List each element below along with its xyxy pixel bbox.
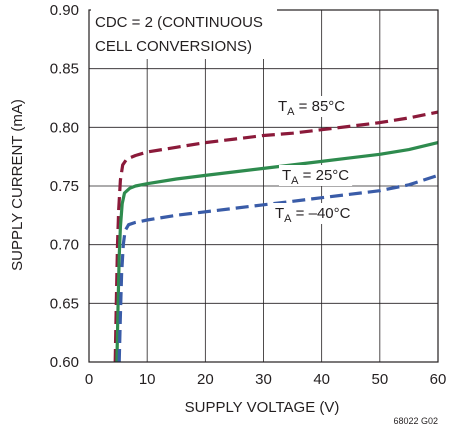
y-tick-label: 0.85 (50, 61, 79, 78)
series-label-background (279, 165, 353, 186)
x-tick-label: 50 (371, 371, 388, 388)
series-labels: TA = 85°C TA = 25°C TA = –40°C (272, 96, 354, 225)
x-tick-label: 0 (85, 371, 93, 388)
x-tick-label: 10 (139, 371, 156, 388)
x-tick-labels: 0 10 20 30 40 50 60 (85, 371, 447, 388)
annotation-background (91, 9, 277, 59)
y-axis-title: SUPPLY CURRENT (mA) (9, 99, 26, 271)
y-tick-label: 0.65 (50, 295, 79, 312)
x-tick-label: 40 (313, 371, 330, 388)
series-lines (113, 110, 439, 363)
series-line-85c (113, 110, 439, 363)
series-label-background (272, 203, 354, 224)
grid-lines (89, 10, 438, 362)
y-tick-label: 0.90 (50, 2, 79, 19)
annotation-line-2: CELL CONVERSIONS) (95, 38, 252, 55)
x-tick-label: 30 (255, 371, 272, 388)
series-line-minus40c (117, 173, 439, 363)
series-label-background (275, 96, 349, 117)
y-tick-label: 0.70 (50, 237, 79, 254)
x-axis-title: SUPPLY VOLTAGE (V) (185, 399, 340, 416)
y-tick-label: 0.80 (50, 119, 79, 136)
x-tick-label: 20 (197, 371, 214, 388)
y-tick-label: 0.75 (50, 178, 79, 195)
figure-id: 68022 G02 (393, 416, 438, 426)
annotation-line-1: CDC = 2 (CONTINUOUS (95, 14, 263, 31)
y-tick-label: 0.60 (50, 354, 79, 371)
x-tick-label: 60 (430, 371, 447, 388)
y-tick-labels: 0.60 0.65 0.70 0.75 0.80 0.85 0.90 (50, 2, 79, 371)
series-line-25c (115, 141, 439, 363)
series-label-85c: TA = 85°C (278, 98, 345, 118)
series-label-minus40c: TA = –40°C (275, 205, 351, 225)
series-label-25c: TA = 25°C (282, 167, 349, 187)
